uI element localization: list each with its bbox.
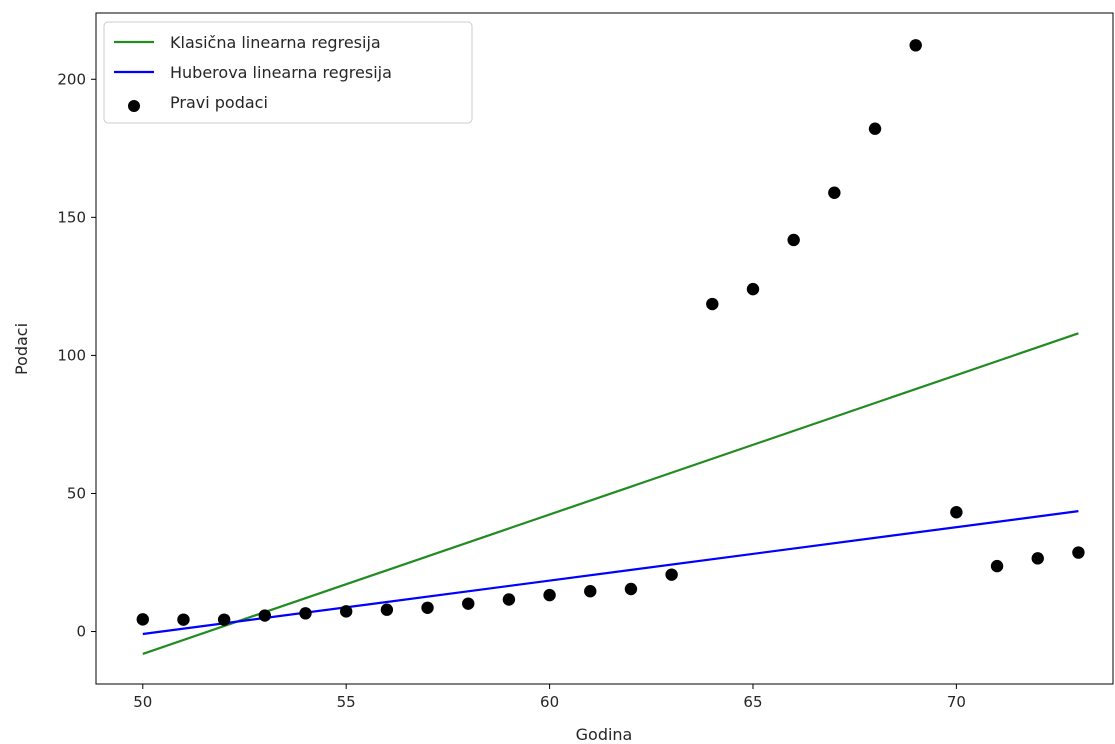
data-point	[706, 297, 719, 311]
data-point	[299, 607, 312, 620]
data-point	[909, 39, 922, 52]
data-point	[136, 613, 149, 626]
data-point	[584, 585, 597, 598]
regression-line-huber	[142, 510, 1079, 636]
data-point	[177, 613, 190, 626]
legend: Klasična linearna regresija Huberova lin…	[103, 21, 473, 124]
y-tick-label: 100	[57, 346, 86, 364]
data-point	[828, 186, 841, 199]
data-point	[462, 597, 475, 610]
data-point	[950, 506, 963, 519]
data-point	[543, 588, 556, 602]
y-tick-label: 50	[67, 484, 86, 502]
x-tick-label: 55	[337, 693, 356, 711]
data-point	[339, 605, 353, 618]
data-point	[665, 568, 678, 581]
x-axis-label: Godina	[576, 725, 633, 744]
data-point	[624, 582, 638, 596]
data-point	[990, 559, 1004, 573]
data-point	[1072, 546, 1085, 559]
x-tick-label: 50	[133, 693, 152, 711]
plot-frame	[95, 12, 1114, 685]
data-point	[1031, 552, 1044, 565]
data-point	[868, 122, 882, 135]
data-point	[217, 613, 231, 626]
legend-label-huber: Huberova linearna regresija	[170, 63, 392, 82]
x-tick-label: 60	[540, 693, 559, 711]
y-tick-label: 150	[57, 208, 86, 226]
y-tick-label: 200	[57, 70, 86, 88]
legend-label-classic: Klasična linearna regresija	[170, 33, 381, 52]
axes-layer: 50 55 60 65 70 0 50 100 150 200	[57, 70, 966, 711]
data-point	[502, 593, 516, 606]
data-point	[787, 233, 800, 247]
data-point	[421, 601, 434, 614]
data-point	[746, 282, 760, 296]
data-point	[258, 609, 272, 622]
x-tick-label: 70	[947, 693, 966, 711]
legend-label-data: Pravi podaci	[170, 93, 268, 112]
y-tick-label: 0	[76, 623, 86, 641]
legend-swatch-data	[128, 100, 140, 112]
plot-layer	[136, 39, 1085, 655]
legend-box	[103, 21, 473, 124]
data-point	[380, 603, 394, 616]
x-tick-label: 65	[743, 693, 762, 711]
y-axis-label: Podaci	[12, 323, 31, 375]
regression-line-classic	[142, 332, 1079, 655]
